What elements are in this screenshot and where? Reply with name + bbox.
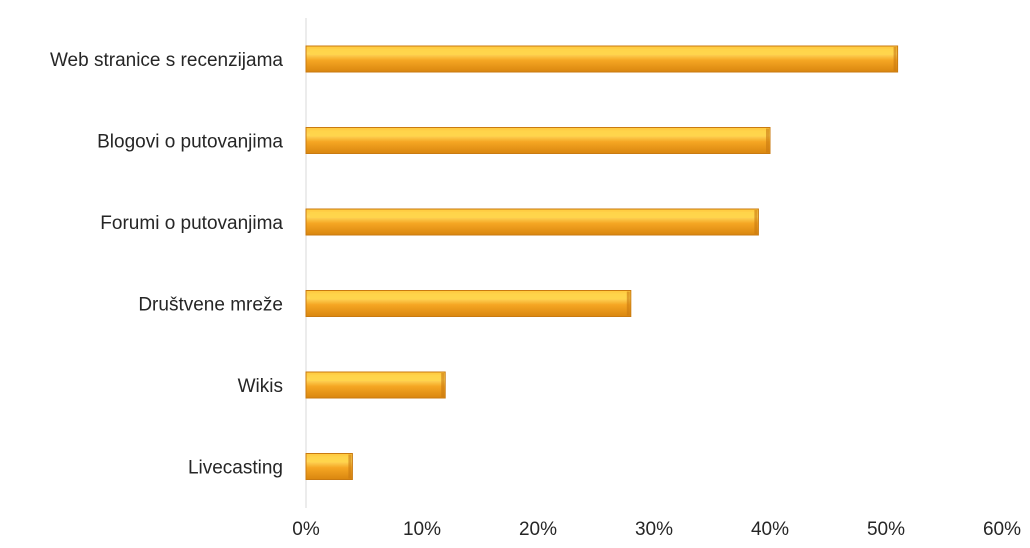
category-label: Blogovi o putovanjima [97,132,283,153]
bar-end-cap [626,291,630,316]
x-tick-label: 20% [519,519,557,540]
x-tick-label: 60% [983,519,1021,540]
x-tick-label: 30% [635,519,673,540]
bar [305,371,446,399]
category-label: Livecasting [188,458,283,479]
bar-end-cap [754,210,758,234]
bar-highlight [310,49,894,55]
bar-end-cap [441,373,445,397]
bar [305,45,899,73]
category-label: Web stranice s recenzijama [50,50,283,71]
bar [305,290,632,317]
bar-highlight [310,456,349,463]
category-labels: Web stranice s recenzijama Blogovi o puto… [50,50,283,479]
x-tick-labels: 0% 10% 20% 30% 40% 50% 60% [292,519,1021,540]
bar-end-cap [766,128,769,153]
bar-highlight [310,130,766,137]
x-tick-label: 10% [403,519,441,540]
bar-highlight [310,375,442,381]
bar [305,208,759,236]
bar-highlight [310,212,755,218]
bar-end-cap [348,454,352,479]
bar-highlight [310,293,627,300]
category-label: Društvene mreže [138,295,283,316]
x-tick-label: 40% [751,519,789,540]
bars-layer [305,45,899,480]
bar [305,453,353,480]
x-tick-label: 0% [292,519,320,540]
category-label: Forumi o putovanjima [100,213,283,234]
category-label: Wikis [238,376,283,397]
bar-end-cap [893,47,897,71]
bar [305,127,771,154]
x-tick-label: 50% [867,519,905,540]
